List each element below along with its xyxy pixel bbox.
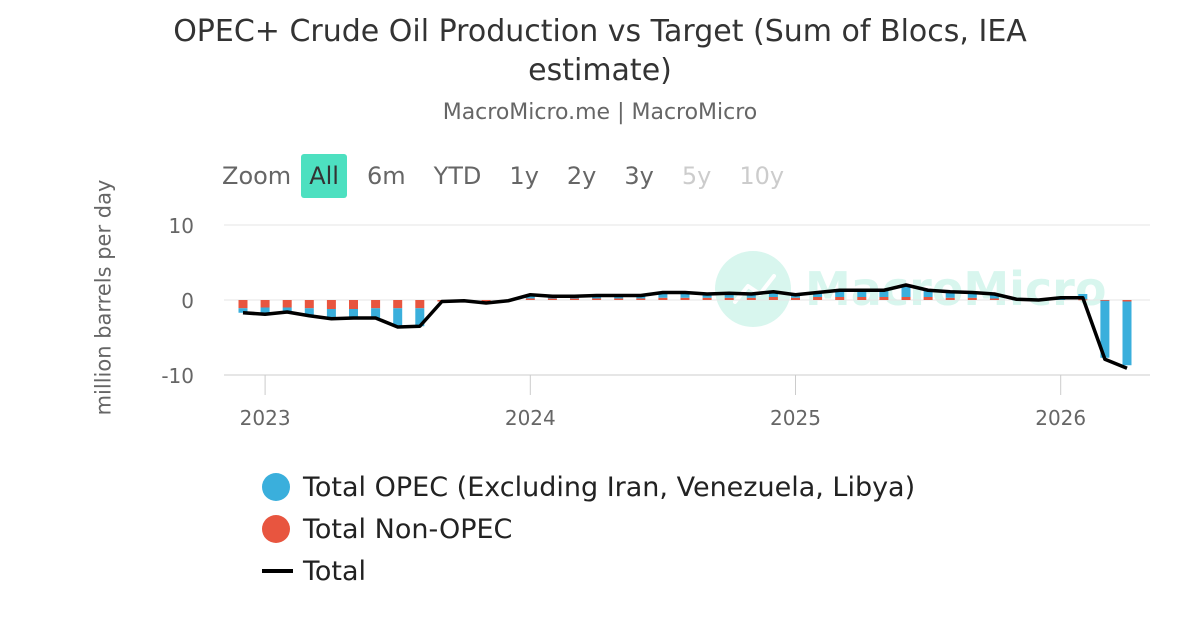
bar-non-opec[interactable]	[415, 300, 425, 309]
legend-item-opec[interactable]: Total OPEC (Excluding Iran, Venezuela, L…	[262, 466, 915, 508]
bar-opec[interactable]	[768, 291, 778, 297]
bar-non-opec[interactable]	[592, 298, 602, 301]
bar-opec[interactable]	[282, 307, 292, 313]
bar-non-opec[interactable]	[547, 298, 557, 301]
bar-opec[interactable]	[238, 308, 248, 313]
bar-non-opec[interactable]	[260, 300, 270, 308]
bar-opec[interactable]	[945, 291, 955, 298]
bar-non-opec[interactable]	[614, 298, 624, 301]
chart-legend: Total OPEC (Excluding Iran, Venezuela, L…	[262, 466, 915, 592]
bar-non-opec[interactable]	[570, 298, 579, 301]
bar-non-opec[interactable]	[282, 300, 292, 308]
bar-opec[interactable]	[658, 292, 668, 298]
legend-swatch-total	[262, 569, 293, 573]
zoom-range-selector: Zoom All 6m YTD 1y 2y 3y 5y 10y	[222, 154, 804, 198]
bar-non-opec[interactable]	[658, 297, 668, 300]
bar-non-opec[interactable]	[680, 297, 690, 300]
watermark: MacroMicro	[715, 251, 1106, 327]
bar-opec[interactable]	[724, 293, 734, 298]
bar-non-opec[interactable]	[371, 300, 381, 309]
bar-opec[interactable]	[967, 292, 977, 298]
bar-non-opec[interactable]	[768, 297, 778, 300]
bar-non-opec[interactable]	[967, 297, 977, 300]
legend-label-non-opec: Total Non-OPEC	[303, 513, 513, 545]
x-tick-label: 2024	[505, 406, 556, 430]
bar-opec[interactable]	[1122, 301, 1132, 366]
bar-non-opec[interactable]	[835, 297, 845, 300]
bar-non-opec[interactable]	[349, 300, 358, 309]
bar-opec[interactable]	[371, 308, 381, 318]
bar-opec[interactable]	[525, 294, 535, 299]
bar-non-opec[interactable]	[393, 300, 403, 309]
bar-non-opec[interactable]	[857, 297, 867, 300]
bar-non-opec[interactable]	[304, 300, 314, 309]
legend-swatch-non-opec	[262, 515, 290, 543]
bar-non-opec[interactable]	[791, 297, 800, 300]
bar-opec[interactable]	[879, 290, 889, 297]
total-line[interactable]	[242, 283, 1128, 370]
y-tick-label: 10	[169, 214, 194, 238]
bar-opec[interactable]	[260, 307, 270, 315]
x-tick-label: 2026	[1035, 406, 1086, 430]
bar-non-opec[interactable]	[813, 297, 823, 300]
y-tick-label: 0	[181, 289, 194, 313]
bar-non-opec[interactable]	[901, 297, 911, 300]
bar-opec[interactable]	[702, 294, 712, 298]
x-tick-label: 2023	[240, 406, 291, 430]
bar-non-opec[interactable]	[326, 300, 336, 309]
bar-non-opec[interactable]	[989, 298, 999, 301]
zoom-button-5y: 5y	[681, 162, 712, 190]
zoom-button-1y[interactable]: 1y	[509, 162, 539, 190]
bar-opec[interactable]	[1100, 300, 1110, 358]
bar-non-opec[interactable]	[525, 298, 535, 301]
legend-item-non-opec[interactable]: Total Non-OPEC	[262, 508, 915, 550]
legend-swatch-opec	[262, 473, 290, 501]
bar-non-opec[interactable]	[945, 297, 955, 300]
bar-opec[interactable]	[835, 290, 845, 297]
bar-opec[interactable]	[901, 285, 911, 297]
bar-opec[interactable]	[746, 294, 756, 298]
bar-non-opec[interactable]	[746, 297, 756, 300]
legend-label-opec: Total OPEC (Excluding Iran, Venezuela, L…	[303, 471, 916, 503]
zoom-button-2y[interactable]: 2y	[566, 162, 597, 190]
x-tick-label: 2025	[770, 406, 821, 430]
chart-subtitle: MacroMicro.me | MacroMicro	[442, 100, 758, 125]
bar-opec[interactable]	[813, 292, 823, 298]
bar-opec[interactable]	[857, 290, 867, 297]
bar-non-opec[interactable]	[1100, 300, 1110, 301]
zoom-button-10y: 10y	[739, 162, 785, 190]
zoom-label: Zoom	[222, 162, 292, 190]
bar-opec[interactable]	[326, 309, 336, 319]
bar-non-opec[interactable]	[1122, 300, 1132, 302]
chart-title: OPEC+ Crude Oil Production vs Target (Su…	[173, 14, 1027, 88]
bar-opec[interactable]	[680, 292, 690, 298]
bar-opec[interactable]	[923, 290, 933, 297]
bar-opec[interactable]	[393, 308, 403, 327]
bar-non-opec[interactable]	[481, 300, 491, 302]
bar-opec[interactable]	[415, 308, 425, 327]
legend-label-total: Total	[303, 555, 367, 587]
bar-non-opec[interactable]	[636, 298, 646, 301]
bar-non-opec[interactable]	[238, 300, 248, 309]
bar-non-opec[interactable]	[923, 297, 933, 300]
bar-opec[interactable]	[989, 294, 999, 299]
legend-item-total[interactable]: Total	[262, 550, 915, 592]
bar-non-opec[interactable]	[724, 297, 734, 300]
bar-non-opec[interactable]	[702, 297, 712, 300]
bar-opec[interactable]	[349, 309, 358, 318]
zoom-button-all[interactable]: All	[301, 154, 347, 198]
bar-non-opec[interactable]	[879, 297, 889, 300]
zoom-button-ytd[interactable]: YTD	[433, 162, 482, 190]
y-tick-label: -10	[161, 364, 194, 388]
bar-opec[interactable]	[304, 308, 314, 316]
zoom-button-3y[interactable]: 3y	[624, 162, 654, 190]
zoom-button-6m[interactable]: 6m	[366, 162, 406, 190]
